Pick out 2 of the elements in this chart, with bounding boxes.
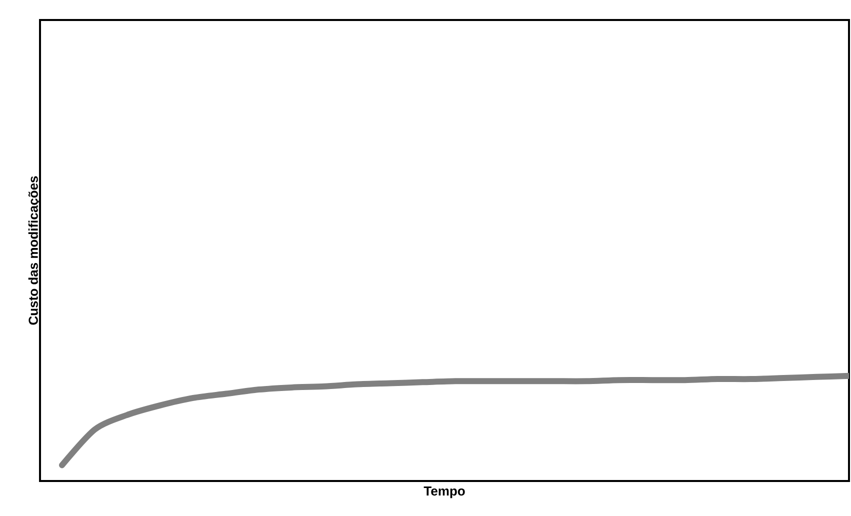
y-axis-title: Custo das modificações xyxy=(28,176,40,325)
x-axis-title: Tempo xyxy=(424,486,465,498)
